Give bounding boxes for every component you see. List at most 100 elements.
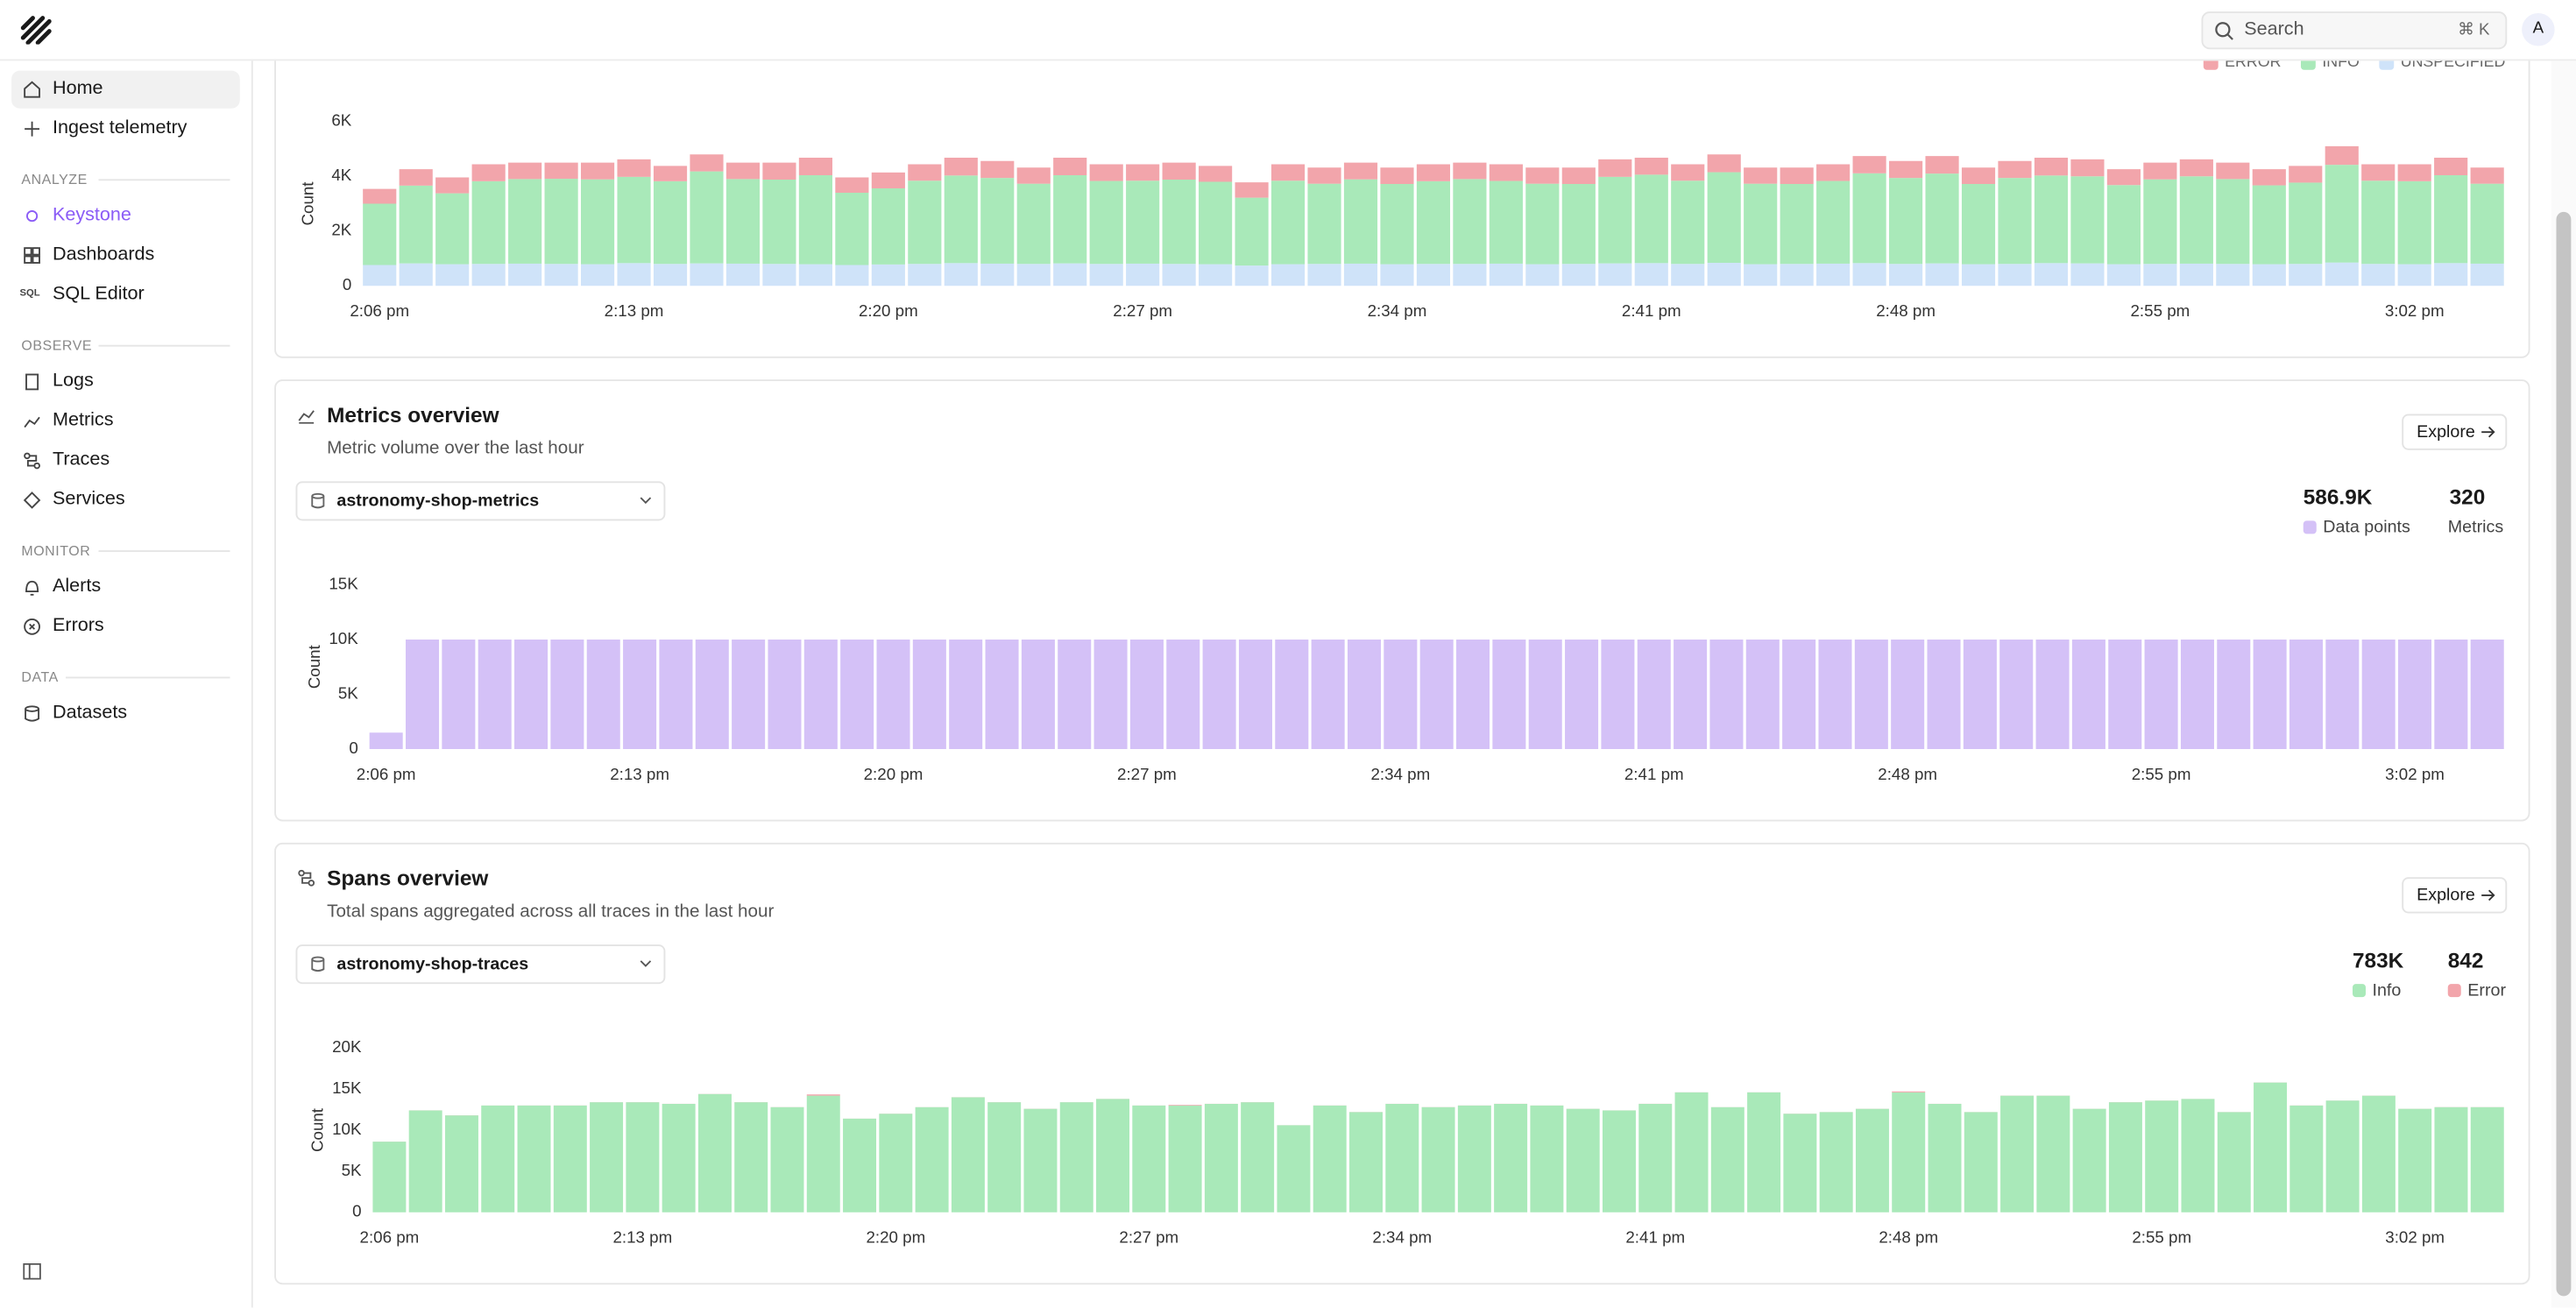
nav-item[interactable]: Keystone bbox=[11, 197, 240, 235]
nav-item[interactable]: Traces bbox=[11, 442, 240, 479]
y-axis-label: Count bbox=[298, 181, 316, 226]
y-tick-label: 6K bbox=[331, 111, 351, 130]
bar bbox=[835, 265, 868, 286]
bar bbox=[478, 640, 512, 749]
y-tick-label: 5K bbox=[342, 1161, 362, 1179]
section-title: MONITOR bbox=[21, 542, 90, 559]
bar bbox=[1312, 640, 1345, 749]
bar bbox=[2434, 158, 2467, 175]
y-tick-label: 15K bbox=[332, 1078, 362, 1097]
search-box[interactable]: Search ⌘ K bbox=[2202, 11, 2508, 49]
bar bbox=[1275, 640, 1308, 749]
bar bbox=[2398, 181, 2431, 265]
bar bbox=[1964, 1112, 1998, 1212]
bar bbox=[1090, 181, 1123, 265]
nav-item[interactable]: Errors bbox=[11, 608, 240, 646]
nav-item[interactable]: Logs bbox=[11, 363, 240, 400]
bar bbox=[1635, 263, 1668, 286]
bar bbox=[2035, 263, 2068, 286]
x-tick-label: 3:02 pm bbox=[2385, 765, 2445, 783]
bar bbox=[2361, 165, 2395, 181]
bar bbox=[949, 640, 982, 749]
sidebar: Home Ingest telemetry ANALYZE Keystone D… bbox=[0, 60, 253, 1307]
bar bbox=[363, 265, 396, 286]
nav-item[interactable]: Ingest telemetry bbox=[11, 110, 240, 148]
bar bbox=[363, 204, 396, 265]
bar bbox=[1783, 1114, 1816, 1213]
bar bbox=[581, 163, 614, 180]
bar bbox=[1816, 181, 1850, 264]
x-tick-label: 3:02 pm bbox=[2385, 1228, 2445, 1247]
bar bbox=[872, 188, 905, 265]
bar bbox=[2180, 159, 2213, 176]
bar bbox=[768, 640, 801, 749]
bar bbox=[654, 166, 687, 181]
bar bbox=[2361, 264, 2395, 286]
scrollbar-thumb[interactable] bbox=[2557, 212, 2572, 1297]
bar bbox=[2108, 640, 2141, 749]
bar bbox=[840, 640, 874, 749]
bar bbox=[1856, 1109, 1889, 1213]
bar bbox=[2216, 264, 2249, 286]
collapse-icon[interactable] bbox=[23, 1263, 41, 1280]
nav-label: Keystone bbox=[53, 197, 131, 235]
nav-item[interactable]: Dashboards bbox=[11, 237, 240, 274]
nav-item[interactable]: Home bbox=[11, 71, 240, 109]
bar bbox=[2107, 265, 2141, 286]
bar bbox=[1744, 265, 1777, 286]
bar bbox=[1638, 640, 1671, 749]
bar bbox=[2145, 1100, 2178, 1213]
bar bbox=[1277, 1125, 1310, 1212]
bar bbox=[1601, 640, 1634, 749]
bar bbox=[980, 178, 1014, 264]
y-tick-label: 0 bbox=[352, 1202, 361, 1220]
icon bbox=[23, 491, 41, 510]
bar bbox=[1816, 264, 1850, 286]
bar bbox=[807, 1096, 840, 1213]
bar bbox=[472, 181, 506, 264]
bar bbox=[1925, 156, 1958, 173]
bar bbox=[1562, 184, 1596, 264]
bar bbox=[400, 186, 433, 264]
bar bbox=[2471, 640, 2504, 749]
bar bbox=[1235, 182, 1268, 198]
bar bbox=[2181, 640, 2214, 749]
bar bbox=[762, 180, 796, 264]
bar bbox=[1060, 1102, 1093, 1213]
bar bbox=[1239, 640, 1272, 749]
bar bbox=[1635, 174, 1668, 263]
nav-item[interactable]: Metrics bbox=[11, 402, 240, 440]
nav-item[interactable]: Datasets bbox=[11, 695, 240, 732]
bar bbox=[1492, 640, 1525, 749]
bar bbox=[1126, 180, 1159, 264]
bar bbox=[908, 165, 941, 181]
bar bbox=[2145, 640, 2178, 749]
bar bbox=[2035, 175, 2068, 263]
nav-item[interactable]: Alerts bbox=[11, 569, 240, 606]
bar bbox=[1925, 264, 1958, 286]
nav-label: Dashboards bbox=[53, 237, 154, 274]
bar bbox=[2434, 263, 2467, 286]
bar bbox=[690, 154, 723, 171]
avatar[interactable]: A bbox=[2522, 13, 2555, 46]
bar bbox=[876, 640, 909, 749]
bar bbox=[2289, 264, 2322, 286]
bar bbox=[1998, 161, 2031, 178]
bar bbox=[1271, 165, 1305, 181]
bar bbox=[472, 264, 506, 286]
bar bbox=[518, 1106, 551, 1213]
x-tick-label: 2:41 pm bbox=[1625, 1228, 1685, 1247]
bar bbox=[435, 265, 469, 286]
bar bbox=[1453, 163, 1486, 180]
bar bbox=[590, 1102, 623, 1213]
bar bbox=[1889, 178, 1922, 264]
nav-item[interactable]: Services bbox=[11, 481, 240, 519]
scrollbar-track bbox=[2551, 60, 2576, 1307]
x-tick-label: 2:34 pm bbox=[1368, 301, 1427, 320]
bar bbox=[2253, 169, 2286, 185]
bar bbox=[1708, 154, 1741, 172]
x-tick-label: 2:13 pm bbox=[612, 1228, 672, 1247]
bar bbox=[1675, 1092, 1709, 1213]
